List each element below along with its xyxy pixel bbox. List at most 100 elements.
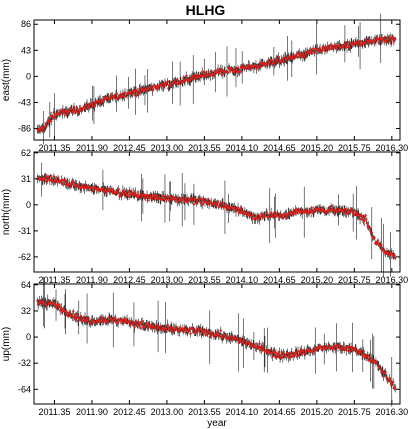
x-tick-label: 2015.75 [338, 143, 371, 153]
x-tick-label: 2014.65 [263, 143, 296, 153]
data-point [60, 307, 63, 310]
data-point [365, 221, 369, 225]
data-point [134, 320, 138, 323]
data-point [363, 219, 366, 223]
x-tick-label: 2013.55 [188, 275, 221, 285]
data-point [129, 323, 132, 327]
data-point [328, 47, 331, 51]
data-point [329, 205, 333, 208]
data-point [292, 213, 296, 216]
data-point [296, 350, 300, 353]
data-point [126, 193, 129, 197]
x-tick-label: 2012.45 [113, 407, 146, 417]
east-y-axis-label: east(mm) [1, 59, 12, 101]
data-point [216, 331, 219, 334]
data-point [65, 311, 68, 314]
up-plot-frame [33, 283, 401, 405]
data-point [58, 309, 62, 312]
data-point [389, 36, 392, 40]
data-point [295, 53, 298, 56]
data-point [127, 195, 131, 199]
chart-title: HLHG [185, 2, 226, 18]
x-tick-label: 2012.45 [113, 275, 146, 285]
x-tick-label: 2011.35 [39, 407, 71, 417]
y-tick-label: -64 [18, 384, 31, 394]
data-point [373, 236, 376, 240]
data-point [310, 206, 314, 210]
data-point [345, 208, 349, 211]
data-point [165, 83, 168, 87]
data-point [359, 40, 362, 43]
data-point [63, 178, 67, 182]
data-point [72, 310, 75, 313]
x-tick-label: 2015.75 [338, 275, 371, 285]
y-tick-label: 32 [21, 306, 31, 316]
x-tick-label: 2013.55 [188, 407, 221, 417]
data-point [56, 176, 60, 179]
x-tick-label: 2014.65 [263, 275, 296, 285]
data-point [166, 323, 169, 326]
data-point [341, 46, 345, 49]
data-point [394, 37, 397, 41]
data-point [236, 206, 240, 209]
data-point [49, 120, 53, 123]
y-tick-label: 0 [26, 71, 31, 81]
data-point [131, 93, 134, 97]
data-point [199, 327, 203, 331]
data-point [189, 332, 192, 335]
y-tick-label: 0 [26, 332, 31, 342]
data-point [215, 71, 218, 74]
data-point [391, 380, 395, 384]
x-tick-label: 2014.10 [226, 275, 259, 285]
data-point [145, 322, 149, 325]
data-point [351, 211, 355, 214]
y-tick-label: 43 [21, 45, 31, 55]
data-point [204, 333, 207, 337]
data-point [318, 47, 322, 50]
north-y-axis-label: north(mm) [1, 189, 12, 235]
x-tick-label: 2014.10 [226, 407, 259, 417]
data-point [185, 196, 189, 200]
data-point [274, 351, 278, 355]
x-tick-label: 2012.45 [113, 143, 146, 153]
data-point [49, 174, 52, 178]
y-tick-label: -43 [18, 97, 31, 107]
data-point [300, 352, 304, 356]
data-point [196, 331, 199, 334]
data-point [289, 355, 292, 358]
data-point [192, 203, 196, 206]
data-point [278, 350, 281, 354]
data-point [238, 70, 242, 73]
up-y-axis-label: up(mm) [1, 327, 12, 361]
x-tick-label: 2011.35 [39, 143, 71, 153]
data-point [185, 74, 188, 77]
y-tick-label: 31 [21, 174, 31, 184]
up-panel: 64 32 0 -32 -64 2011.35 2011.90 2012.45 2013.00 2… [1, 276, 409, 429]
data-point [116, 321, 120, 325]
data-point [242, 212, 245, 216]
data-point [365, 218, 368, 221]
x-tick-label: 2016.30 [376, 407, 409, 417]
data-point [141, 320, 144, 323]
data-point [176, 78, 179, 81]
x-tick-label: 2014.65 [263, 407, 296, 417]
data-point [238, 211, 242, 214]
x-tick-label: 2011.90 [76, 407, 108, 417]
data-point [134, 89, 138, 92]
data-point [384, 370, 387, 374]
data-point [219, 329, 222, 332]
data-point [265, 211, 269, 215]
data-point [376, 239, 380, 242]
data-point [390, 38, 393, 41]
data-point [380, 243, 383, 247]
data-point [119, 93, 123, 96]
data-point [114, 316, 117, 319]
data-point [294, 212, 298, 215]
y-tick-label: 64 [21, 280, 31, 290]
data-point [270, 58, 274, 62]
data-point [134, 191, 137, 194]
data-point [358, 217, 362, 221]
data-point [203, 70, 206, 74]
data-point [200, 70, 204, 74]
